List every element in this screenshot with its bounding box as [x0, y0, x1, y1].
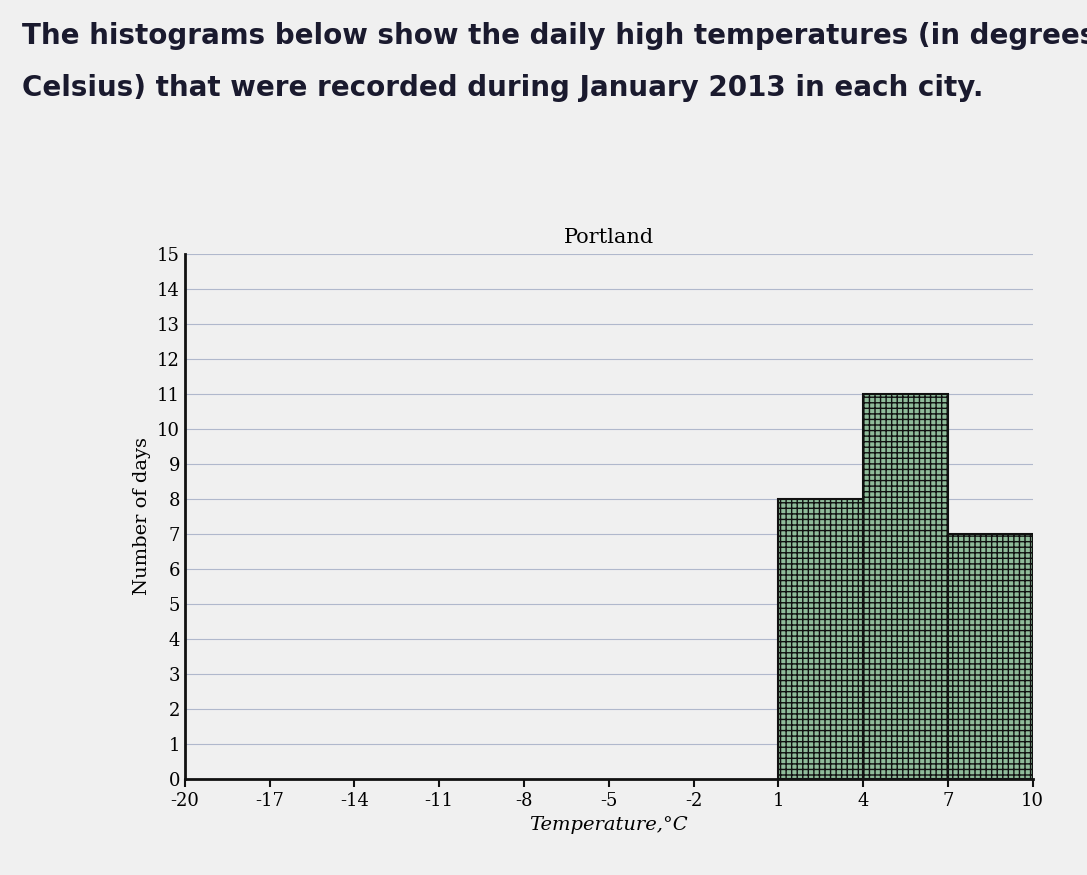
Bar [948, 534, 1033, 779]
Bar [778, 499, 863, 779]
Bar [1033, 639, 1087, 779]
Title: Portland: Portland [564, 228, 653, 247]
Bar [863, 394, 948, 779]
Text: The histograms below show the daily high temperatures (in degrees: The histograms below show the daily high… [22, 22, 1087, 50]
Text: Celsius) that were recorded during January 2013 in each city.: Celsius) that were recorded during Janua… [22, 74, 984, 102]
X-axis label: Temperature,°C: Temperature,°C [529, 816, 688, 834]
Y-axis label: Number of days: Number of days [134, 438, 151, 595]
